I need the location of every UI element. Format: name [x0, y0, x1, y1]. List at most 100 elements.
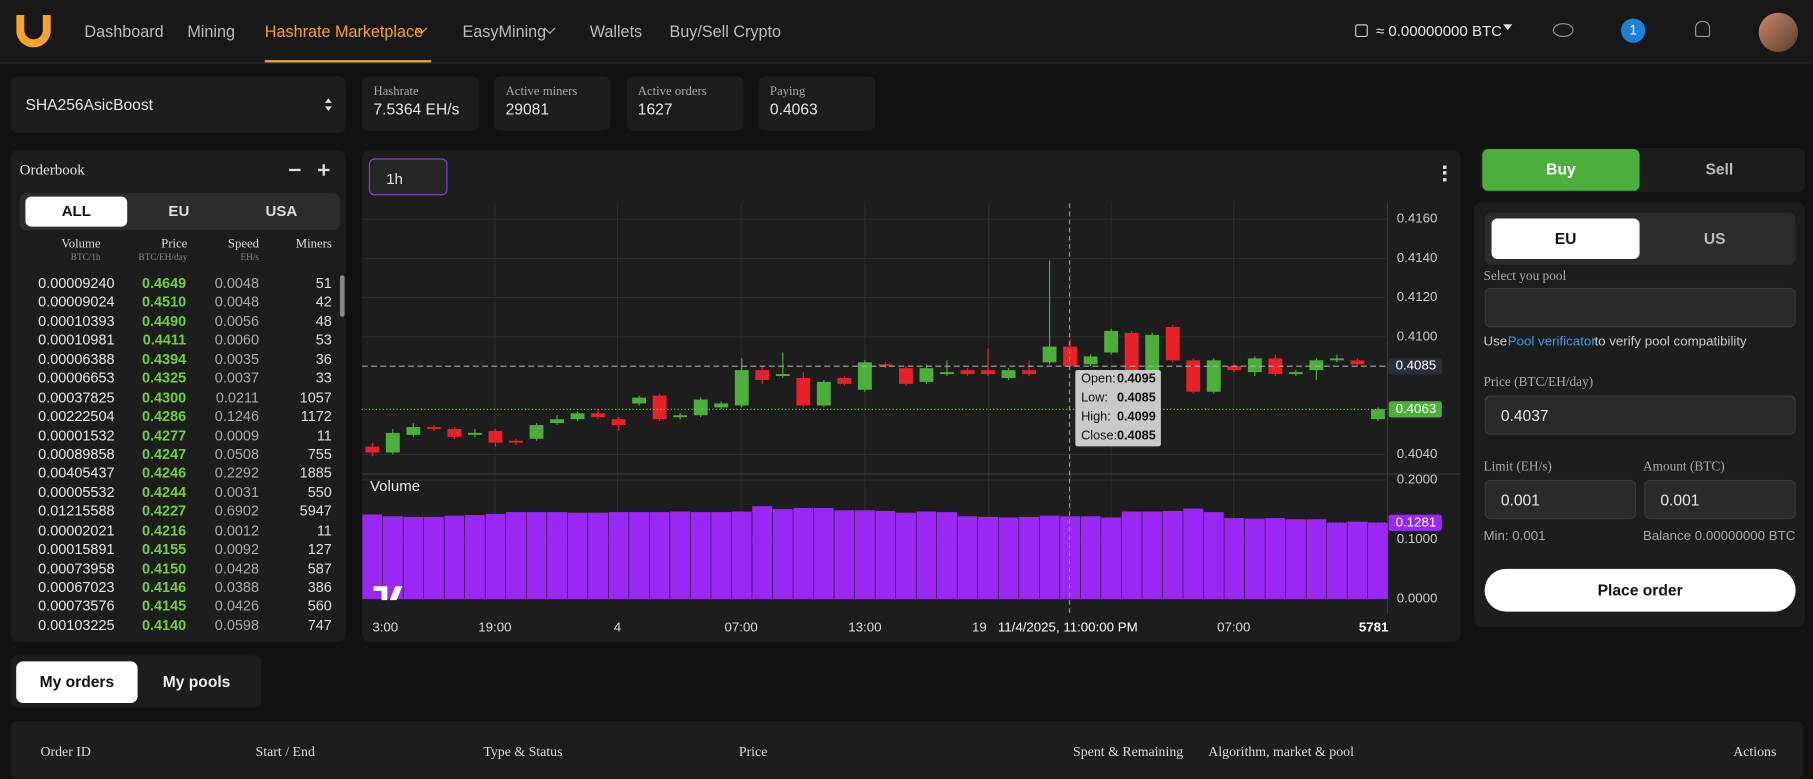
avatar[interactable]	[1759, 13, 1798, 52]
countdown: 5781	[1359, 619, 1389, 634]
orderbook-cell: 0.00103225	[38, 617, 114, 633]
wallet-caret[interactable]	[1503, 24, 1512, 30]
sell-tab[interactable]: Sell	[1641, 149, 1798, 191]
candle-body	[653, 396, 667, 420]
volume-tag: 0.1281	[1396, 514, 1437, 529]
candle-body	[920, 368, 934, 382]
volume-bar	[1265, 518, 1285, 599]
buy-tab[interactable]: Buy	[1482, 149, 1639, 191]
region-tab[interactable]: ALL	[25, 197, 127, 227]
volume-bar	[1224, 518, 1244, 599]
orderbook-cell: 0.4244	[142, 484, 186, 500]
volume-bar	[752, 506, 772, 599]
plus-button[interactable]	[323, 164, 325, 176]
interval-select[interactable]: 1h	[369, 158, 448, 195]
pool-select[interactable]	[1485, 288, 1796, 327]
pool-verificator-link[interactable]: Pool verificator	[1508, 335, 1596, 349]
orderbook-cell: 560	[308, 598, 332, 614]
tooltip-value: 0.4095	[1117, 371, 1156, 386]
orderbook-cell: 5947	[300, 503, 332, 519]
orderbook-cell: 755	[308, 446, 332, 462]
orderbook-cell: 386	[308, 579, 332, 595]
candle-body	[1084, 356, 1098, 364]
stat-value: 1627	[638, 101, 673, 118]
volume-bar	[937, 512, 957, 599]
orderbook-cell: 0.0035	[215, 351, 259, 367]
nav-item[interactable]: Buy/Sell Crypto	[669, 22, 781, 41]
orderbook-cell: 0.0211	[216, 389, 259, 405]
volume-bar	[1142, 512, 1162, 599]
orderbook-cell: 0.2292	[215, 465, 259, 481]
column-unit: BTC/1h	[71, 252, 101, 262]
volume-bar	[1286, 519, 1306, 599]
nav-item[interactable]: Dashboard	[84, 22, 163, 41]
orderbook-cell: 0.00001532	[38, 427, 114, 443]
candle-body	[796, 378, 810, 405]
orderbook-cell: 0.4246	[142, 465, 186, 481]
column-unit: BTC/EH/day	[138, 252, 187, 262]
candle-body	[940, 372, 954, 374]
candle-body	[550, 419, 564, 423]
orderbook-cell: 0.4227	[142, 503, 186, 519]
region-us[interactable]: US	[1641, 219, 1789, 259]
volume-tick-label: 0.1000	[1397, 531, 1438, 546]
pool-hint: Use	[1483, 335, 1507, 349]
orderbook-cell: 0.4150	[142, 560, 186, 576]
wallet-balance[interactable]: ≈ 0.00000000 BTC	[1376, 22, 1502, 39]
volume-bar	[711, 512, 731, 599]
input-label: Amount (BTC)	[1643, 460, 1725, 474]
candle-body	[714, 403, 728, 407]
orderbook-cell: 0.01215588	[38, 503, 114, 519]
candle-body	[591, 413, 605, 417]
nav-item[interactable]: Wallets	[590, 22, 642, 41]
volume-bar	[691, 512, 711, 599]
x-tick-label: 13:00	[848, 619, 881, 634]
stat-label: Paying	[770, 84, 805, 98]
column-name: Price	[161, 237, 187, 251]
orderbook-cell: 0.00015891	[38, 541, 114, 557]
nav-item[interactable]: EasyMining	[463, 22, 547, 41]
tooltip-label: Close:	[1081, 427, 1117, 442]
wallet-icon	[1355, 24, 1368, 37]
volume-bar	[424, 517, 444, 599]
input-field[interactable]: 0.001	[1485, 480, 1636, 519]
eye-icon[interactable]	[1553, 23, 1574, 37]
orderbook-cell: 0.4649	[142, 275, 186, 291]
notification-badge[interactable]: 1	[1621, 19, 1645, 43]
candle-body	[1145, 335, 1159, 370]
stat-label: Active orders	[638, 84, 707, 98]
candle-body	[468, 433, 482, 435]
column-unit: EH/s	[241, 252, 260, 262]
place-order-button[interactable]: Place order	[1485, 569, 1796, 612]
candle-body	[1227, 366, 1241, 370]
orderbook-cell: 0.4145	[142, 598, 186, 614]
orders-tab[interactable]: My orders	[16, 661, 137, 703]
candle-body	[1002, 370, 1016, 378]
orders-tab[interactable]: My pools	[139, 661, 255, 703]
minus-button[interactable]	[289, 169, 301, 171]
orderbook-cell: 33	[316, 370, 332, 386]
menu-dots[interactable]	[1443, 165, 1446, 181]
candle-body	[1166, 327, 1180, 360]
bell-icon[interactable]	[1695, 21, 1710, 37]
input-field[interactable]: 0.001	[1644, 480, 1795, 519]
region-tab[interactable]: EU	[128, 197, 230, 227]
orderbook-cell: 0.4300	[142, 389, 186, 405]
orderbook-cell: 0.00009024	[38, 294, 114, 310]
volume-bar	[568, 513, 588, 599]
region-eu[interactable]: EU	[1492, 219, 1640, 259]
input-field[interactable]: 0.4037	[1485, 395, 1796, 434]
nav-item[interactable]: Mining	[187, 22, 235, 41]
region-tab[interactable]: USA	[231, 197, 333, 227]
crosshair-time: 11/4/2025, 11:00:00 PM	[998, 619, 1138, 634]
candle-body	[755, 370, 769, 380]
orderbook-cell: 0.4411	[143, 332, 186, 348]
nav-item[interactable]: Hashrate Marketplace	[265, 22, 423, 41]
orderbook-cell: 0.00073576	[38, 598, 114, 614]
volume-bar	[875, 511, 895, 599]
pool-hint: to verify pool compatibility	[1594, 335, 1746, 349]
volume-bar	[1040, 516, 1060, 599]
volume-bar	[403, 517, 423, 599]
column-name: Volume	[61, 237, 100, 251]
